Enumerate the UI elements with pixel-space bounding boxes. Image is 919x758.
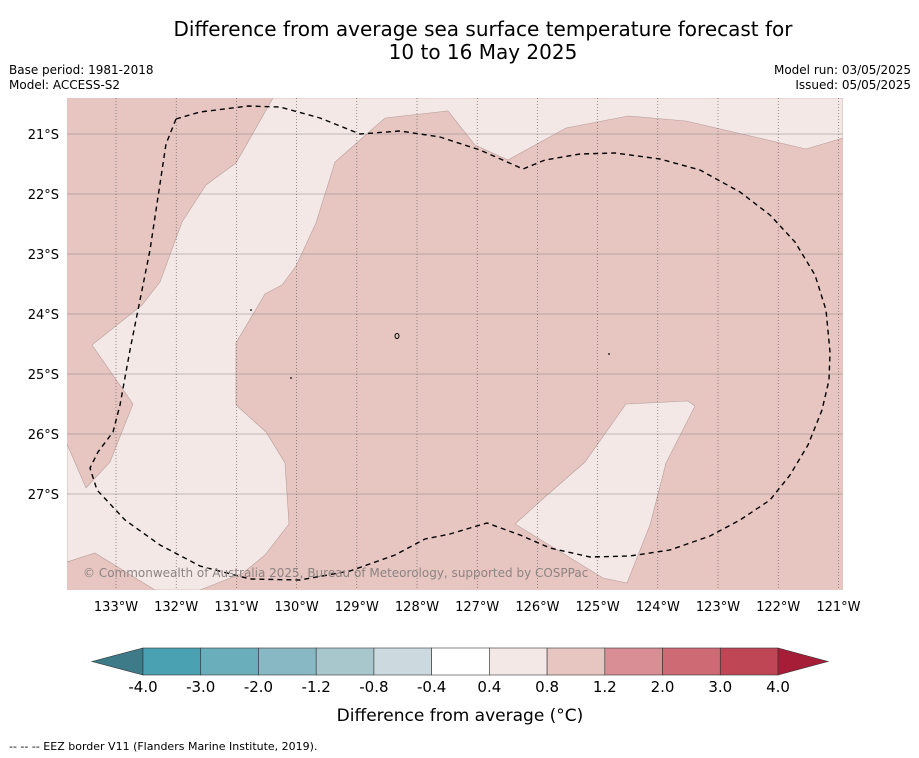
colorbar-tick-label: -0.4 [417,678,446,696]
run-info: Model run: 03/05/2025 Issued: 05/05/2025 [774,63,911,93]
colorbar-extend-high [777,647,830,676]
colorbar-segment [258,647,317,676]
eez-footnote: -- -- -- EEZ border V11 (Flanders Marine… [9,740,318,753]
latitude-label: 21°S [28,128,59,143]
anomaly-region-south [514,400,696,584]
colorbar-tick-label: 0.4 [477,678,501,696]
colorbar-segment [719,647,779,676]
colorbar-segment [662,647,721,676]
longitude-label: 121°W [816,600,860,615]
colorbar-segment [604,647,663,676]
colorbar-tick-label: -2.0 [244,678,273,696]
colorbar-segment [315,647,375,676]
latitude-label: 27°S [28,488,59,503]
colorbar-segment [200,647,259,676]
colorbar-tick-label: -1.2 [302,678,331,696]
title-line-2: 10 to 16 May 2025 [388,40,578,64]
title-line-1: Difference from average sea surface temp… [173,17,793,41]
anomaly-region-top [67,98,843,590]
issued-date: Issued: 05/05/2025 [795,78,911,92]
colorbar-tick-label: 3.0 [708,678,732,696]
colorbar-segments [90,647,830,676]
longitude-label: 126°W [515,600,559,615]
longitude-label: 129°W [335,600,379,615]
island-marker [608,353,610,355]
model-name: Model: ACCESS-S2 [9,78,121,92]
longitude-label: 123°W [696,600,740,615]
island-marker [250,309,252,311]
colorbar: -4.0 -3.0 -2.0 -1.2 -0.8 -0.4 0.4 0.8 1.2 2.0 3.0 4… [90,647,830,726]
colorbar-tick-label: 2.0 [651,678,675,696]
latitude-label: 25°S [28,368,59,383]
colorbar-segment [142,647,202,676]
longitude-label: 132°W [154,600,198,615]
colorbar-extend-low [90,647,144,676]
copyright-notice: © Commonwealth of Australia 2025, Bureau… [83,566,588,580]
longitude-label: 131°W [214,600,258,615]
longitude-label: 128°W [395,600,439,615]
island-marker [290,377,292,379]
latitude-labels: 21°S 22°S 23°S 24°S 25°S 26°S 27°S [28,128,59,503]
longitude-labels: 133°W 132°W 131°W 130°W 129°W 128°W 127°W 126°W… [94,600,861,615]
longitude-label: 124°W [636,600,680,615]
colorbar-tick-label: -3.0 [186,678,215,696]
latitude-label: 24°S [28,308,59,323]
colorbar-tick-label: 1.2 [593,678,617,696]
model-run-date: Model run: 03/05/2025 [773,63,911,77]
colorbar-tick-label: -0.8 [359,678,388,696]
colorbar-segment [431,647,490,676]
eez-border [89,105,831,581]
latitude-label: 23°S [28,248,59,263]
colorbar-segment [373,647,432,676]
model-info: Base period: 1981-2018 Model: ACCESS-S2 [9,63,154,93]
latitude-label: 22°S [28,188,59,203]
longitude-label: 127°W [455,600,499,615]
latitude-label: 26°S [28,428,59,443]
colorbar-segment [489,647,548,676]
longitude-label: 122°W [756,600,800,615]
colorbar-tick-label: -4.0 [128,678,157,696]
colorbar-tick-label: 4.0 [766,678,790,696]
island-marker [394,333,400,339]
colorbar-title: Difference from average (°C) [337,706,584,726]
colorbar-labels: -4.0 -3.0 -2.0 -1.2 -0.8 -0.4 0.4 0.8 1.2 2.0 3.0 4… [128,678,790,696]
base-period: Base period: 1981-2018 [9,63,154,77]
map-title: Difference from average sea surface temp… [0,18,919,64]
map-frame: © Commonwealth of Australia 2025, Bureau… [28,98,861,615]
anomaly-field: © Commonwealth of Australia 2025, Bureau… [67,98,843,590]
colorbar-segment [546,647,606,676]
colorbar-tick-label: 0.8 [535,678,559,696]
longitude-label: 130°W [275,600,319,615]
longitude-label: 133°W [94,600,138,615]
longitude-label: 125°W [576,600,620,615]
